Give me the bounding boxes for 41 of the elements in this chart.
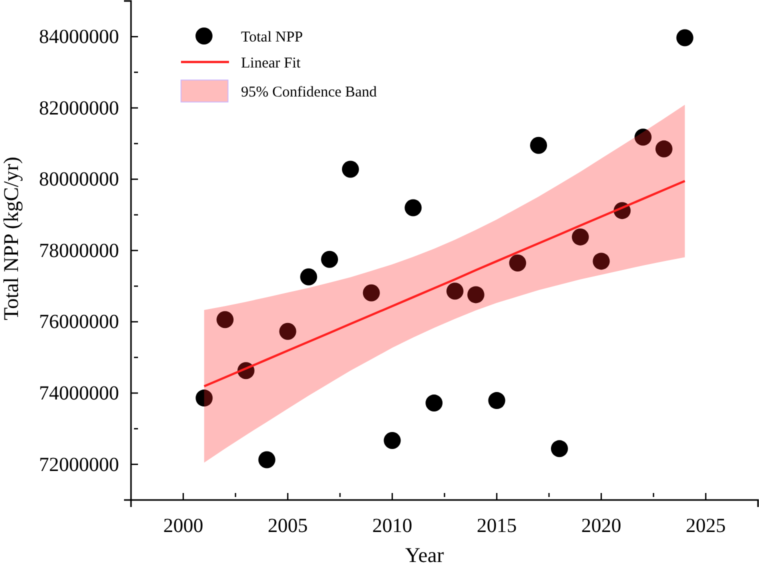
point: [426, 394, 443, 412]
y-tick-label: 82000000: [39, 97, 119, 120]
y-tick-label: 72000000: [39, 454, 119, 476]
y-axis-title: Total NPP (kgC/yr): [0, 156, 23, 320]
point: [592, 252, 610, 270]
y-tick-label: 84000000: [39, 26, 119, 48]
point: [342, 160, 359, 178]
y-tick-label: 74000000: [39, 382, 119, 404]
legend-label: Total NPP: [241, 29, 303, 46]
point: [216, 311, 234, 328]
point: [300, 268, 318, 286]
legend-label: Linear Fit: [241, 55, 302, 72]
point: [258, 451, 276, 468]
x-axis-title: Year: [405, 543, 444, 567]
x-tick-label: 2025: [686, 515, 726, 537]
point: [488, 392, 506, 410]
point: [446, 282, 464, 300]
x-tick-label: 2020: [581, 515, 622, 537]
point: [321, 250, 338, 268]
x-tick-label: 2005: [268, 515, 308, 537]
point: [404, 199, 422, 216]
line-series: [203, 180, 686, 388]
point: [279, 322, 296, 340]
point: [196, 390, 213, 407]
point: [572, 228, 589, 246]
x-tick-label: 2000: [163, 515, 204, 537]
x-tick-label: 2010: [372, 515, 412, 537]
annotation: 95% Confidence Band: [241, 84, 378, 100]
point: [655, 140, 672, 158]
point: [467, 286, 484, 304]
y-tick-label: 76000000: [39, 311, 119, 334]
point: [550, 440, 568, 458]
y-tick-label: 80000000: [39, 168, 119, 191]
y-tick-label: 78000000: [39, 240, 119, 262]
point: [362, 284, 380, 302]
point: [530, 136, 548, 154]
point: [634, 128, 652, 146]
point: [384, 432, 401, 449]
point: [676, 29, 694, 46]
x-tick-label: 2015: [476, 515, 517, 537]
point: [509, 254, 526, 272]
